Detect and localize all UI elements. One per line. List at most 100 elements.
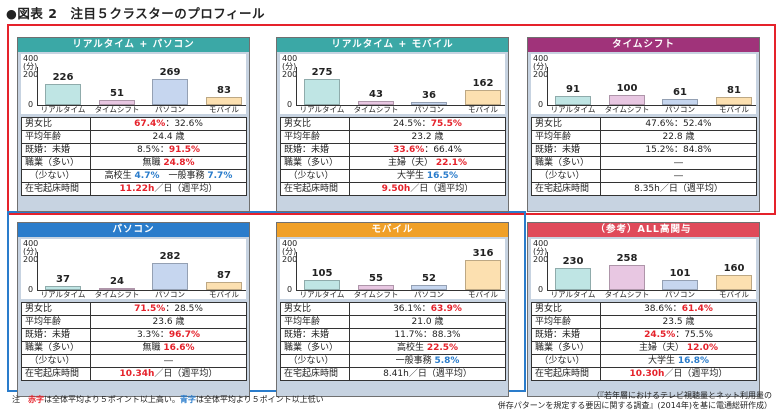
row-value: 24.4 歳	[90, 130, 247, 144]
married-ratio: 3.3%	[136, 329, 160, 340]
panel-title: リアルタイム + パソコン	[18, 38, 249, 52]
y-unit-label: (分)	[23, 247, 38, 256]
category-label: パソコン	[155, 290, 185, 299]
source-line-1: （『若年層におけるテレビ視聴量とネット利用量の	[592, 391, 772, 400]
ratio-separator: ：	[422, 329, 432, 340]
y-tick-200: 200	[23, 70, 39, 79]
bar-chart: 400 (分) 200 0 230 リアルタイム 258 タイムシフト 101 パソコン 160 モバ…	[531, 239, 756, 299]
x-axis	[37, 290, 246, 291]
row-label: 男女比	[531, 117, 601, 131]
bar	[206, 97, 242, 105]
y-tick-0: 0	[287, 100, 293, 109]
row-value: 一般事務 5.8%	[349, 354, 506, 368]
row-gender: 男女比 71.5%：28.5%	[21, 302, 247, 316]
category-label: リアルタイム	[299, 105, 345, 114]
category-label: タイムシフト	[604, 105, 650, 114]
x-axis	[547, 290, 756, 291]
bar-value-label: 81	[727, 85, 741, 96]
job-pct: 16.5%	[426, 170, 459, 181]
y-tick-400: 400	[282, 54, 298, 63]
row-label: 職業（多い）	[531, 341, 601, 355]
unmarried-ratio: 88.3%	[432, 329, 461, 340]
row-value: 8.41h／日（週平均）	[349, 367, 506, 381]
row-job-many: 職業（多い） 無職 24.8%	[21, 156, 247, 170]
row-value: 15.2%：84.8%	[600, 143, 757, 157]
row-value: 高校生 4.7% 一般事務 7.7%	[90, 169, 247, 183]
y-tick-0: 0	[287, 285, 293, 294]
bar	[152, 79, 188, 105]
y-axis	[296, 67, 297, 105]
bar	[716, 97, 752, 105]
bar-chart: 400 (分) 200 0 226 リアルタイム 51 タイムシフト 269 パソコン 83 モバイル	[21, 54, 246, 114]
group-red-frame	[7, 24, 776, 215]
bar	[99, 288, 135, 290]
row-value: 47.6%：52.4%	[600, 117, 757, 131]
row-job-many: 職業（多い） ―	[531, 156, 757, 170]
row-value: 23.6 歳	[90, 315, 247, 329]
category-label: リアルタイム	[550, 290, 596, 299]
row-married: 既婚：未婚 8.5%：91.5%	[21, 143, 247, 157]
row-label: （少ない）	[531, 169, 601, 183]
row-job-few: （少ない） 大学生 16.5%	[280, 169, 506, 183]
stats-table: 男女比 36.1%：63.9% 平均年齢 21.0 歳既婚：未婚 11.7%：88.3%…	[280, 302, 506, 381]
ratio-separator: ：	[424, 144, 434, 155]
stats-table: 男女比 38.6%：61.4% 平均年齢 23.5 歳既婚：未婚 24.5%：75.5%…	[531, 302, 757, 381]
job-name: 主婦（夫）	[387, 157, 433, 168]
bar-value-label: 275	[311, 67, 333, 78]
home-hours-unit: ／日（週平均）	[410, 183, 474, 194]
row-job-many: 職業（多い） 無職 16.6%	[21, 341, 247, 355]
job-name: 無職	[142, 342, 161, 353]
y-tick-400: 400	[282, 239, 298, 248]
y-tick-200: 200	[533, 70, 549, 79]
row-married: 既婚：未婚 24.5%：75.5%	[531, 328, 757, 342]
x-axis	[296, 105, 505, 106]
bar	[358, 101, 394, 105]
row-job-few: （少ない） ―	[21, 354, 247, 368]
ratio-separator: ：	[672, 303, 682, 314]
row-label: 平均年齢	[280, 130, 350, 144]
row-label: 職業（多い）	[21, 156, 91, 170]
bar	[609, 95, 645, 105]
y-unit-label: (分)	[533, 247, 548, 256]
bar	[465, 260, 501, 290]
cluster-panel: リアルタイム + パソコン 400 (分) 200 0 226 リアルタイム 51 タイムシフト…	[17, 37, 250, 212]
row-value: 10.34h／日（週平均）	[90, 367, 247, 381]
panel-title: （参考）ALL高関与	[528, 223, 759, 237]
bar-value-label: 43	[369, 89, 383, 100]
row-label: 平均年齢	[531, 315, 601, 329]
y-unit-label: (分)	[282, 62, 297, 71]
ratio-separator: ：	[675, 329, 685, 340]
job-name: 高校生	[104, 170, 135, 181]
y-unit-label: (分)	[533, 62, 548, 71]
row-label: 平均年齢	[21, 315, 91, 329]
home-hours-unit: ／日（週平均）	[664, 368, 728, 379]
row-value: 主婦（夫） 22.1%	[349, 156, 506, 170]
female-ratio: 75.5%	[430, 118, 462, 129]
y-tick-0: 0	[28, 100, 34, 109]
stats-table: 男女比 47.6%：52.4% 平均年齢 22.8 歳既婚：未婚 15.2%：84.8%…	[531, 117, 757, 196]
row-label: 在宅起床時間	[21, 367, 91, 381]
male-ratio: 67.4%	[134, 118, 166, 129]
x-axis	[37, 105, 246, 106]
row-label: （少ない）	[531, 354, 601, 368]
row-value: 71.5%：28.5%	[90, 302, 247, 316]
married-ratio: 15.2%	[645, 144, 674, 155]
job-name: 無職	[142, 157, 161, 168]
row-value: 21.0 歳	[349, 315, 506, 329]
ratio-separator: ：	[159, 329, 169, 340]
job-name: ―	[674, 170, 683, 181]
y-tick-0: 0	[538, 285, 544, 294]
y-axis	[547, 67, 548, 105]
bar-value-label: 269	[159, 67, 181, 78]
row-job-many: 職業（多い） 高校生 22.5%	[280, 341, 506, 355]
bar-value-label: 101	[669, 268, 691, 279]
row-value: ―	[600, 169, 757, 183]
row-job-few: （少ない） 一般事務 5.8%	[280, 354, 506, 368]
category-label: パソコン	[414, 105, 444, 114]
bar-value-label: 24	[110, 276, 124, 287]
row-value: 大学生 16.8%	[600, 354, 757, 368]
row-label: 職業（多い）	[280, 341, 350, 355]
bar-value-label: 61	[673, 87, 687, 98]
ratio-separator: ：	[421, 118, 431, 129]
bar-value-label: 258	[616, 253, 638, 264]
